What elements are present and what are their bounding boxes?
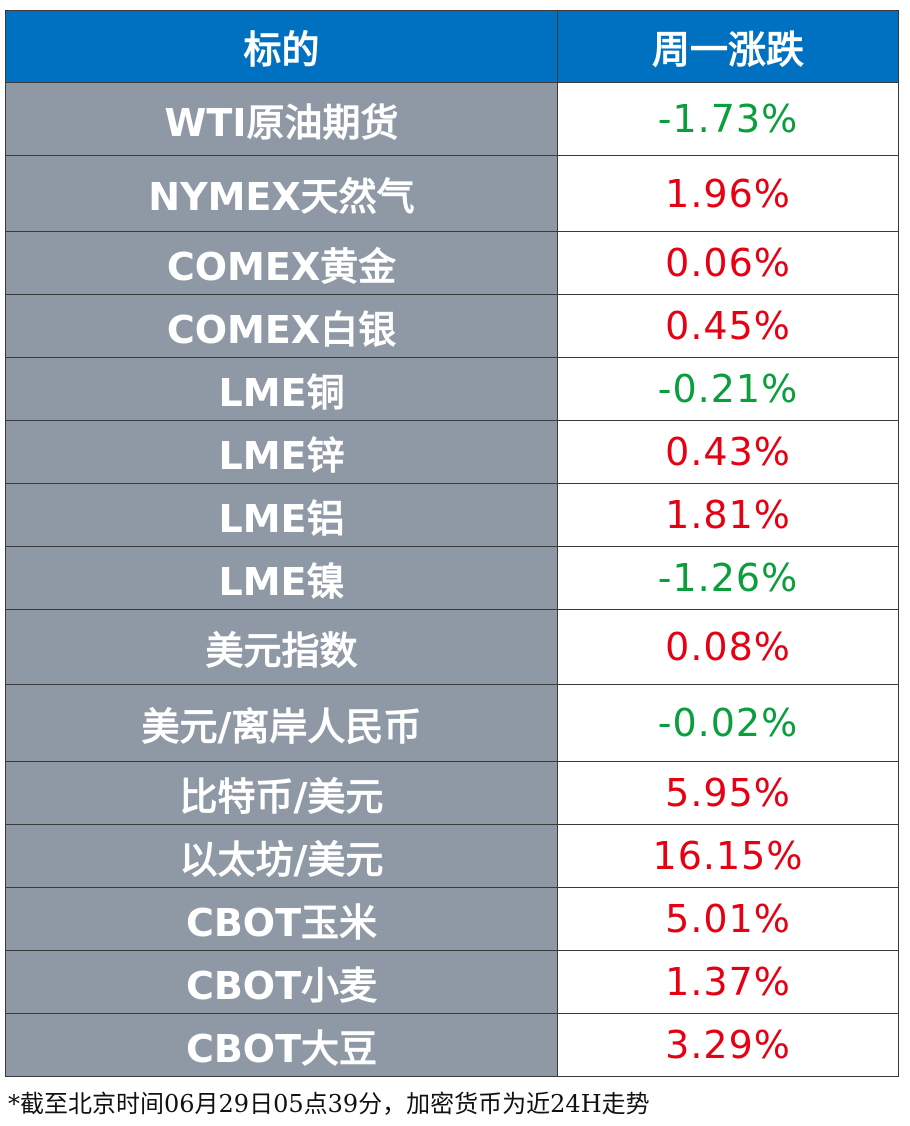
table-row: 比特币/美元 5.95% <box>5 761 899 825</box>
change-value: 3.29% <box>557 1013 899 1077</box>
table-row: NYMEX天然气 1.96% <box>5 155 899 232</box>
table-row: LME镍 -1.26% <box>5 546 899 610</box>
change-value: 1.37% <box>557 950 899 1014</box>
change-value: -1.73% <box>557 82 899 156</box>
header-row: 标的 周一涨跌 <box>5 10 899 83</box>
table-row: 美元指数 0.08% <box>5 609 899 685</box>
asset-name: 以太坊/美元 <box>5 824 558 888</box>
change-value: 5.95% <box>557 761 899 825</box>
asset-name: CBOT玉米 <box>5 887 558 951</box>
change-value: -0.21% <box>557 357 899 421</box>
table-row: WTI原油期货 -1.73% <box>5 82 899 156</box>
change-value: 1.81% <box>557 483 899 547</box>
change-value: -0.02% <box>557 684 899 762</box>
footnote: *截至北京时间06月29日05点39分，加密货币为近24H走势 <box>8 1090 650 1118</box>
asset-name: COMEX黄金 <box>5 231 558 295</box>
table-row: LME锌 0.43% <box>5 420 899 484</box>
change-value: 1.96% <box>557 155 899 232</box>
change-value: 16.15% <box>557 824 899 888</box>
change-value: -1.26% <box>557 546 899 610</box>
asset-name: 美元指数 <box>5 609 558 685</box>
asset-name: CBOT大豆 <box>5 1013 558 1077</box>
table-row: LME铜 -0.21% <box>5 357 899 421</box>
change-value: 5.01% <box>557 887 899 951</box>
header-cell: 标的 <box>5 10 558 83</box>
table-row: CBOT玉米 5.01% <box>5 887 899 951</box>
asset-name: CBOT小麦 <box>5 950 558 1014</box>
table-row: COMEX黄金 0.06% <box>5 231 899 295</box>
asset-name: COMEX白银 <box>5 294 558 358</box>
header-cell: 周一涨跌 <box>557 10 899 83</box>
table-row: CBOT大豆 3.29% <box>5 1013 899 1077</box>
change-value: 0.45% <box>557 294 899 358</box>
asset-name: LME铜 <box>5 357 558 421</box>
asset-name: LME镍 <box>5 546 558 610</box>
asset-name: 美元/离岸人民币 <box>5 684 558 762</box>
table-row: 美元/离岸人民币 -0.02% <box>5 684 899 762</box>
table-row: COMEX白银 0.45% <box>5 294 899 358</box>
asset-name: NYMEX天然气 <box>5 155 558 232</box>
asset-name: LME锌 <box>5 420 558 484</box>
asset-name: LME铝 <box>5 483 558 547</box>
table-body: WTI原油期货 -1.73% NYMEX天然气 1.96% COMEX黄金 0.06% CO… <box>5 82 899 1077</box>
table-row: 以太坊/美元 16.15% <box>5 824 899 888</box>
table-row: CBOT小麦 1.37% <box>5 950 899 1014</box>
table-row: LME铝 1.81% <box>5 483 899 547</box>
change-value: 0.08% <box>557 609 899 685</box>
asset-name: WTI原油期货 <box>5 82 558 156</box>
table: 标的 周一涨跌 WTI原油期货 -1.73% NYMEX天然气 1.96% COMEX黄… <box>5 10 899 1077</box>
change-value: 0.43% <box>557 420 899 484</box>
change-value: 0.06% <box>557 231 899 295</box>
asset-name: 比特币/美元 <box>5 761 558 825</box>
